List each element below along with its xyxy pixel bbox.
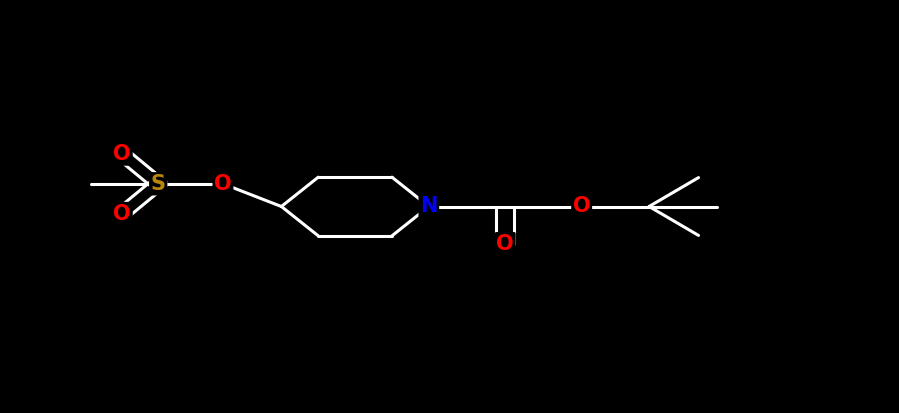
- Text: O: O: [214, 174, 232, 194]
- Text: O: O: [496, 234, 514, 254]
- Text: O: O: [113, 204, 131, 223]
- Text: O: O: [113, 144, 131, 164]
- Text: S: S: [151, 174, 165, 194]
- Text: O: O: [573, 197, 591, 216]
- Text: N: N: [420, 197, 438, 216]
